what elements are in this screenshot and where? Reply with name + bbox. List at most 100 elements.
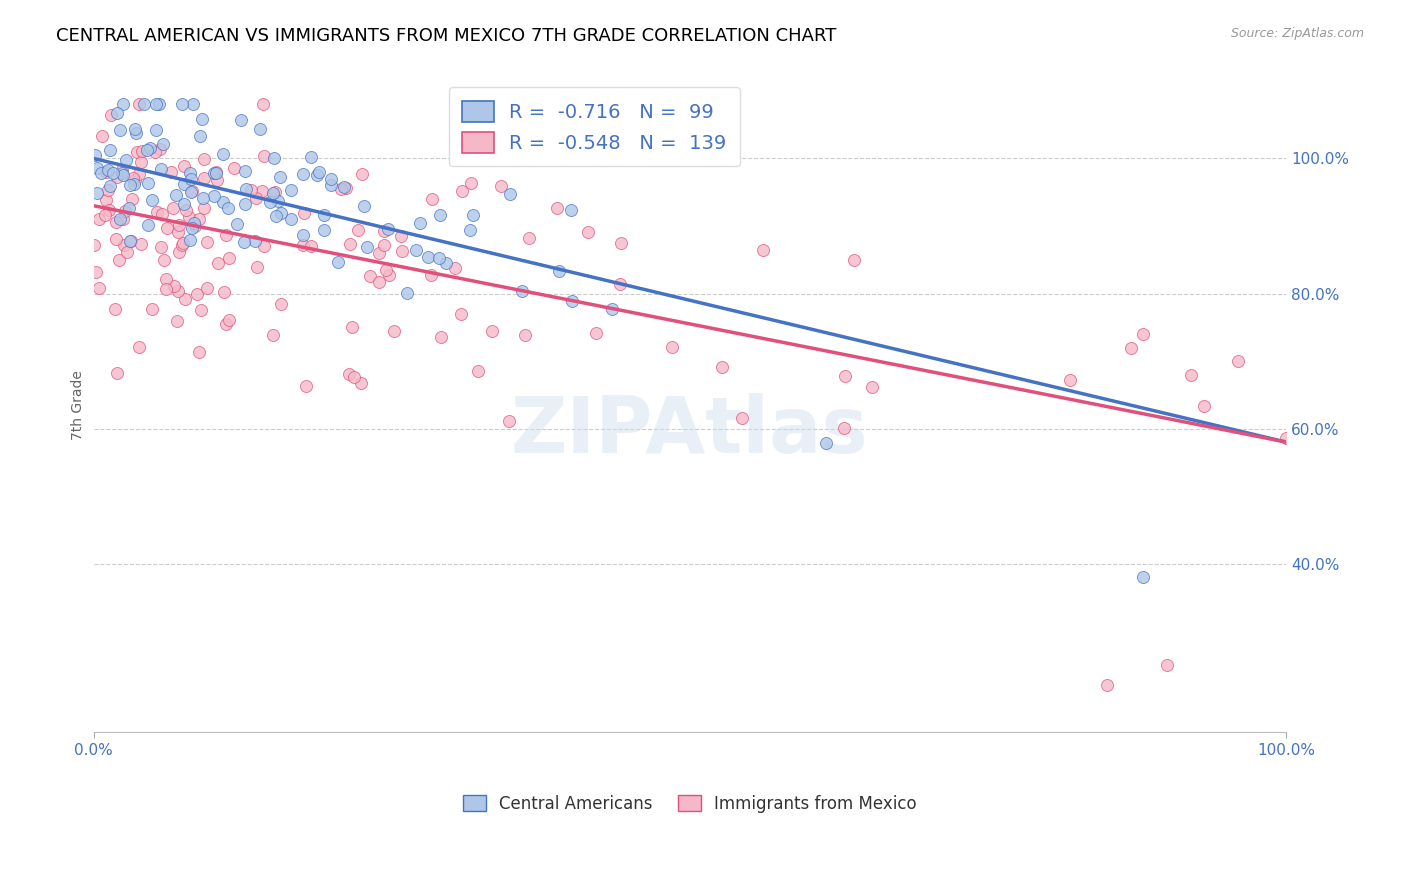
Point: [321, 172, 343, 186]
Point: [515, 327, 537, 342]
Point: [249, 122, 271, 136]
Point: [180, 172, 202, 186]
Point: [94, 208, 117, 222]
Point: [218, 313, 240, 327]
Point: [177, 210, 200, 224]
Point: [1059, 373, 1081, 387]
Point: [292, 205, 315, 219]
Point: [87, 281, 110, 295]
Point: [83, 147, 105, 161]
Point: [173, 292, 195, 306]
Point: [162, 201, 184, 215]
Point: [420, 268, 443, 283]
Point: [136, 143, 159, 157]
Point: [148, 97, 170, 112]
Point: [262, 186, 284, 200]
Point: [245, 234, 267, 248]
Point: [190, 128, 212, 143]
Point: [173, 196, 195, 211]
Point: [226, 217, 249, 231]
Point: [409, 216, 432, 230]
Point: [170, 238, 193, 252]
Point: [176, 202, 198, 217]
Point: [190, 302, 212, 317]
Point: [218, 251, 240, 265]
Point: [131, 145, 153, 159]
Point: [156, 221, 179, 235]
Point: [121, 192, 143, 206]
Point: [585, 326, 607, 341]
Y-axis label: 7th Grade: 7th Grade: [72, 370, 86, 440]
Point: [245, 191, 267, 205]
Point: [661, 340, 683, 354]
Point: [150, 161, 173, 176]
Point: [280, 212, 302, 227]
Point: [253, 148, 276, 162]
Point: [215, 317, 238, 331]
Point: [128, 340, 150, 354]
Point: [207, 256, 229, 270]
Point: [162, 278, 184, 293]
Point: [576, 226, 599, 240]
Point: [240, 183, 263, 197]
Point: [233, 235, 256, 249]
Point: [202, 165, 225, 179]
Point: [235, 182, 257, 196]
Point: [314, 208, 336, 222]
Point: [347, 222, 370, 236]
Point: [148, 142, 170, 156]
Point: [498, 413, 520, 427]
Point: [97, 163, 120, 178]
Point: [150, 207, 173, 221]
Point: [155, 272, 177, 286]
Point: [429, 208, 451, 222]
Point: [350, 167, 373, 181]
Point: [377, 222, 399, 236]
Point: [517, 231, 540, 245]
Point: [114, 203, 136, 218]
Point: [450, 307, 472, 321]
Point: [105, 366, 128, 380]
Point: [141, 194, 163, 208]
Point: [122, 177, 145, 191]
Point: [600, 301, 623, 316]
Point: [1119, 341, 1142, 355]
Point: [292, 167, 315, 181]
Point: [183, 216, 205, 230]
Point: [112, 237, 135, 252]
Point: [356, 240, 378, 254]
Point: [1132, 570, 1154, 584]
Point: [1095, 678, 1118, 692]
Point: [150, 240, 173, 254]
Point: [295, 379, 318, 393]
Point: [382, 325, 405, 339]
Point: [212, 194, 235, 209]
Point: [120, 234, 142, 248]
Point: [246, 260, 269, 274]
Point: [90, 128, 112, 143]
Point: [489, 179, 512, 194]
Point: [129, 155, 152, 169]
Point: [181, 184, 204, 198]
Point: [193, 152, 215, 166]
Point: [280, 183, 302, 197]
Point: [136, 219, 159, 233]
Point: [134, 97, 156, 112]
Point: [141, 301, 163, 316]
Point: [111, 97, 134, 112]
Point: [98, 202, 121, 217]
Point: [195, 235, 218, 249]
Point: [204, 166, 226, 180]
Point: [173, 178, 195, 192]
Point: [139, 141, 162, 155]
Point: [378, 268, 401, 282]
Point: [83, 237, 105, 252]
Point: [222, 161, 245, 175]
Point: [610, 235, 633, 250]
Point: [319, 178, 342, 193]
Point: [292, 228, 315, 243]
Point: [129, 237, 152, 252]
Point: [359, 268, 381, 283]
Point: [145, 123, 167, 137]
Point: [429, 330, 451, 344]
